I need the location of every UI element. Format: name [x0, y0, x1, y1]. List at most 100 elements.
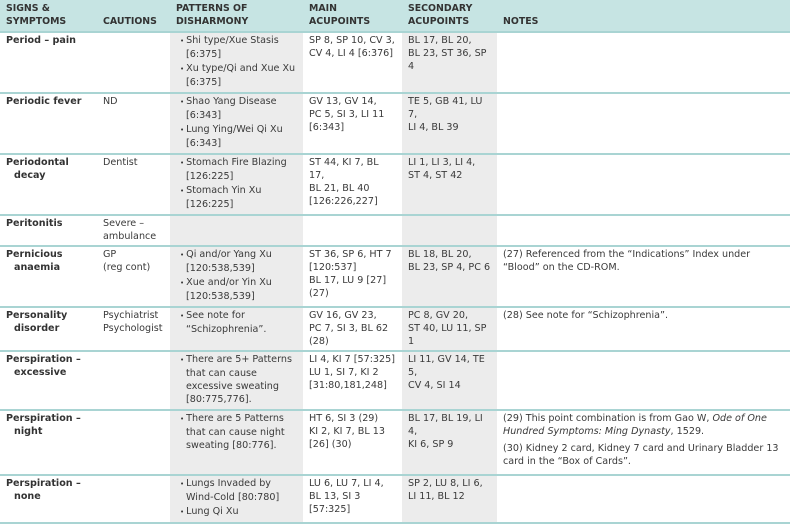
notes-cell	[497, 215, 790, 247]
main-acupoints-cell	[303, 215, 402, 247]
pattern-item: Lungs Invaded by Wind-Cold [80:780]	[180, 477, 297, 504]
main-acupoint-line: PC 5, SI 3, LI 11	[309, 109, 385, 120]
header-label-line: SIGNS &	[6, 3, 50, 14]
notes-cell	[497, 93, 790, 155]
main-acupoint-line: [31:80,181,248]	[309, 380, 387, 391]
secondary-acupoint-line: LI 4, BL 39	[408, 122, 459, 133]
pattern-item: Lung Qi Xu	[180, 505, 297, 519]
table-row: Personality disorder Psychiatrist Psycholog…	[0, 307, 790, 352]
secondary-acupoint-line: CV 4, SI 14	[408, 380, 461, 391]
secondary-acupoints-cell: TE 5, GB 41, LU 7, LI 4, BL 39	[402, 93, 497, 155]
patterns-list: Qi and/or Yang Xu [120:538,539]Xue and/o…	[180, 248, 297, 303]
main-acupoint-line: KI 2, KI 7, BL 13	[309, 426, 385, 437]
patterns-cell: See note for “Schizophrenia”.	[170, 307, 303, 352]
secondary-acupoints-cell: SP 2, LU 8, LI 6, LI 11, BL 12	[402, 475, 497, 524]
patterns-cell: Stomach Fire Blazing [126:225]Stomach Yi…	[170, 154, 303, 216]
cautions-cell: Dentist	[97, 154, 170, 216]
main-acupoints-cell: GV 16, GV 23, PC 7, SI 3, BL 62 (28)	[303, 307, 402, 352]
main-acupoint-line: BL 17, LU 9 [27]	[309, 275, 387, 286]
cautions-cell: ND	[97, 93, 170, 155]
secondary-acupoints-cell: BL 17, BL 19, LI 4, KI 6, SP 9	[402, 410, 497, 476]
secondary-acupoint-line: BL 23, SP 4, PC 6	[408, 262, 491, 273]
main-acupoint-line: (27)	[309, 288, 329, 299]
cautions-cell: Psychiatrist Psychologist	[97, 307, 170, 352]
sign-symptom-line: Period – pain	[6, 35, 76, 46]
main-acupoints-cell: HT 6, SI 3 (29) KI 2, KI 7, BL 13 [26] (30…	[303, 410, 402, 476]
note-paragraph: (29) This point combination is from Gao …	[503, 412, 784, 438]
main-acupoint-line: [126:226,227]	[309, 196, 378, 207]
main-acupoint-line: HT 6, SI 3 (29)	[309, 413, 379, 424]
notes-cell: (27) Referenced from the “Indications” I…	[497, 246, 790, 308]
table-row: Perspiration – night There are 5 Patterns …	[0, 410, 790, 476]
pattern-item: Shi type/Xue Stasis [6:375]	[180, 34, 297, 61]
note-paragraph: (30) Kidney 2 card, Kidney 7 card and Ur…	[503, 443, 779, 467]
sign-symptom-cell: Personality disorder	[0, 307, 97, 352]
cautions-cell	[97, 475, 170, 524]
table-row: Periodic fever ND Shao Yang Disease [6:343…	[0, 93, 790, 155]
cautions-cell	[97, 410, 170, 476]
notes-cell	[497, 32, 790, 94]
pattern-item: There are 5+ Patterns that can cause exc…	[180, 353, 297, 406]
header-patterns: PATTERNS OF DISHARMONY	[170, 0, 303, 32]
main-acupoint-line: [26] (30)	[309, 439, 352, 450]
cautions-cell	[97, 32, 170, 94]
sign-symptom-line: Perspiration –	[6, 354, 81, 365]
secondary-acupoint-line: KI 6, SP 9	[408, 439, 454, 450]
pattern-item: Shao Yang Disease [6:343]	[180, 95, 297, 122]
header-main-acupoints: MAIN ACUPOINTS	[303, 0, 402, 32]
main-acupoint-line: ST 44, KI 7, BL 17,	[309, 157, 379, 181]
cautions-cell: Severe – ambulance	[97, 215, 170, 247]
sign-symptom-line: night	[14, 426, 43, 437]
patterns-cell: Qi and/or Yang Xu [120:538,539]Xue and/o…	[170, 246, 303, 308]
header-label-line: ACUPOINTS	[309, 16, 371, 27]
sign-symptom-cell: Perspiration – none	[0, 475, 97, 524]
secondary-acupoint-line: LI 11, GV 14, TE 5,	[408, 354, 485, 378]
sign-symptom-cell: Peritonitis	[0, 215, 97, 247]
patterns-cell: There are 5 Patterns that can cause nigh…	[170, 410, 303, 476]
sign-symptom-cell: Pernicious anaemia	[0, 246, 97, 308]
main-acupoints-cell: ST 44, KI 7, BL 17, BL 21, BL 40 [126:226,…	[303, 154, 402, 216]
header-signs-symptoms: SIGNS & SYMPTOMS	[0, 0, 97, 32]
secondary-acupoint-line: BL 17, BL 20,	[408, 35, 472, 46]
patterns-list: Lungs Invaded by Wind-Cold [80:780]Lung …	[180, 477, 297, 519]
secondary-acupoints-cell: PC 8, GV 20, ST 40, LU 11, SP 1	[402, 307, 497, 352]
main-acupoint-line: [120:537]	[309, 262, 357, 273]
caution-line: GP	[103, 249, 117, 260]
secondary-acupoints-cell: BL 17, BL 20, BL 23, ST 36, SP 4	[402, 32, 497, 94]
sign-symptom-cell: Perspiration – excessive	[0, 351, 97, 411]
sign-symptom-line: Peritonitis	[6, 218, 63, 229]
table-row: Perspiration – excessive There are 5+ Patt…	[0, 351, 790, 411]
main-acupoint-line: LU 1, SI 7, KI 2	[309, 367, 379, 378]
secondary-acupoint-line: TE 5, GB 41, LU 7,	[408, 96, 483, 120]
secondary-acupoint-line: ST 40, LU 11, SP 1	[408, 323, 487, 347]
table-row: Perspiration – none Lungs Invaded by Wind-…	[0, 475, 790, 524]
header-label-line: SECONDARY	[408, 3, 473, 14]
main-acupoint-line: CV 4, LI 4 [6:376]	[309, 48, 394, 59]
sign-symptom-line: Personality	[6, 310, 68, 321]
note-citation-title: Ode of One Hundred Symptoms: Ming Dynast…	[503, 413, 767, 437]
patterns-list: There are 5+ Patterns that can cause exc…	[180, 353, 297, 406]
main-acupoints-cell: GV 13, GV 14, PC 5, SI 3, LI 11 [6:343]	[303, 93, 402, 155]
table-row: Peritonitis Severe – ambulance	[0, 215, 790, 247]
sign-symptom-line: excessive	[14, 367, 67, 378]
secondary-acupoint-line: BL 23, ST 36, SP 4	[408, 48, 487, 72]
notes-cell	[497, 154, 790, 216]
patterns-list: Stomach Fire Blazing [126:225]Stomach Yi…	[180, 156, 297, 211]
caution-line: Psychologist	[103, 323, 163, 334]
main-acupoints-cell: LI 4, KI 7 [57:325] LU 1, SI 7, KI 2 [31:8…	[303, 351, 402, 411]
table-row: Pernicious anaemia GP (reg cont) Qi and/or Y…	[0, 246, 790, 308]
pattern-item: Qi and/or Yang Xu [120:538,539]	[180, 248, 297, 275]
pattern-item: Stomach Yin Xu [126:225]	[180, 184, 297, 211]
caution-line: Psychiatrist	[103, 310, 159, 321]
header-label-line: PATTERNS OF	[176, 3, 248, 14]
caution-line: (reg cont)	[103, 262, 151, 273]
notes-cell	[497, 475, 790, 524]
header-cautions: CAUTIONS	[97, 0, 170, 32]
secondary-acupoint-line: LI 11, BL 12	[408, 491, 465, 502]
patterns-cell: There are 5+ Patterns that can cause exc…	[170, 351, 303, 411]
patterns-cell: Lungs Invaded by Wind-Cold [80:780]Lung …	[170, 475, 303, 524]
main-acupoint-line: BL 21, BL 40	[309, 183, 370, 194]
patterns-cell: Shao Yang Disease [6:343]Lung Ying/Wei Q…	[170, 93, 303, 155]
caution-line: ambulance	[103, 231, 157, 242]
